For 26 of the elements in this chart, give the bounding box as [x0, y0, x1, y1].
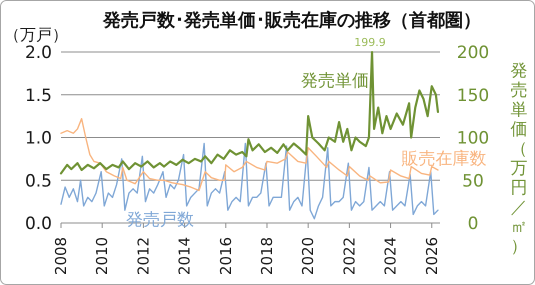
- y-tick-label: 1.0: [24, 128, 52, 148]
- y2-tick-label: 50: [462, 171, 484, 192]
- text: 発売単価（万円／㎡）: [510, 61, 528, 256]
- y2-tick-label: 0: [468, 214, 478, 234]
- text: 199.9: [354, 36, 386, 49]
- x-tick-label: 2022: [340, 236, 358, 276]
- chart-title: 発売戸数･発売単価･販売在庫の推移（首都圏）: [102, 10, 481, 31]
- x-tick-label: 2024: [382, 236, 400, 276]
- x-tick-label: 2020: [299, 236, 318, 276]
- y2-tick-label: 150: [456, 86, 490, 106]
- y-tick-label: 0.5: [24, 171, 52, 192]
- x-tick-label: 2018: [258, 236, 276, 276]
- x-tick-label: 2016: [216, 236, 235, 276]
- y-tick-label: 1.5: [24, 86, 52, 106]
- x-tick-label: 2026: [422, 236, 441, 276]
- x-tick-label: 2010: [93, 236, 112, 276]
- series-label: 発売単価: [301, 71, 369, 91]
- x-tick-label: 2012: [134, 236, 152, 276]
- y2-tick-label: 100: [456, 128, 490, 148]
- y-axis-title: （万戸）: [4, 25, 68, 44]
- series-label: 販売在庫数: [402, 149, 486, 169]
- y-tick-label: 2.0: [24, 43, 52, 63]
- y2-tick-label: 200: [456, 43, 490, 63]
- x-tick-label: 2008: [52, 236, 70, 276]
- x-tick-label: 2014: [176, 236, 194, 276]
- y-tick-label: 0.0: [24, 214, 52, 234]
